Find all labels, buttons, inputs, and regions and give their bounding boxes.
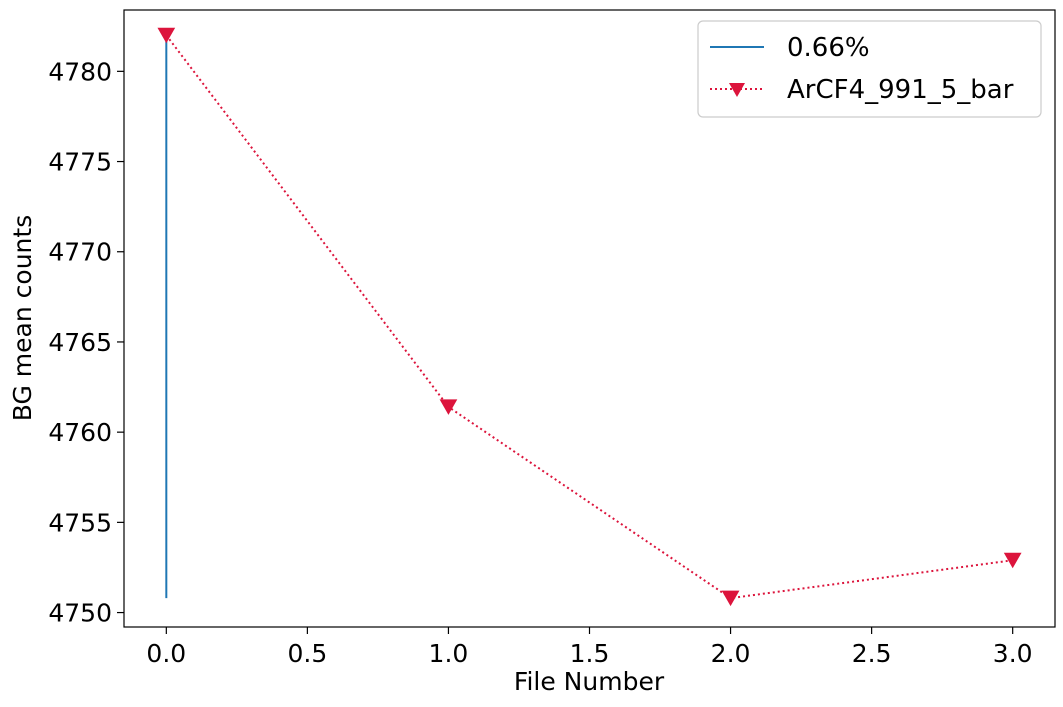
x-tick-label: 3.0 (993, 639, 1033, 668)
x-axis-ticks: 0.0 0.5 1.0 1.5 2.0 2.5 3.0 (146, 627, 1033, 668)
y-tick-label: 4780 (48, 57, 112, 86)
y-axis-label: BG mean counts (8, 215, 37, 421)
y-tick-label: 4760 (48, 418, 112, 447)
x-tick-label: 1.0 (429, 639, 469, 668)
y-axis-ticks: 4750 4755 4760 4765 4770 4775 4780 (48, 57, 124, 628)
plot-frame (123, 9, 1056, 628)
x-tick-label: 2.5 (852, 639, 892, 668)
x-tick-label: 0.0 (146, 639, 186, 668)
y-tick-label: 4770 (48, 238, 112, 267)
series-1-marker (439, 399, 458, 415)
y-tick-label: 4755 (48, 508, 112, 537)
series-layer (157, 27, 1022, 607)
legend-label-0: 0.66% (787, 33, 870, 63)
x-tick-label: 0.5 (287, 639, 327, 668)
series-1-marker (721, 590, 740, 607)
x-tick-label: 2.0 (711, 639, 751, 668)
legend: 0.66% ArCF4_991_5_bar (697, 20, 1042, 118)
y-tick-label: 4765 (48, 328, 112, 357)
y-tick-label: 4750 (48, 599, 112, 628)
legend-label-1: ArCF4_991_5_bar (787, 75, 1014, 105)
series-1-marker (1003, 552, 1022, 569)
x-axis-label: File Number (514, 667, 665, 696)
legend-box (697, 20, 1042, 118)
x-tick-label: 1.5 (570, 639, 610, 668)
y-tick-label: 4775 (48, 148, 112, 177)
legend-swatch-marker-1 (729, 83, 745, 97)
series-1-marker (157, 27, 176, 44)
